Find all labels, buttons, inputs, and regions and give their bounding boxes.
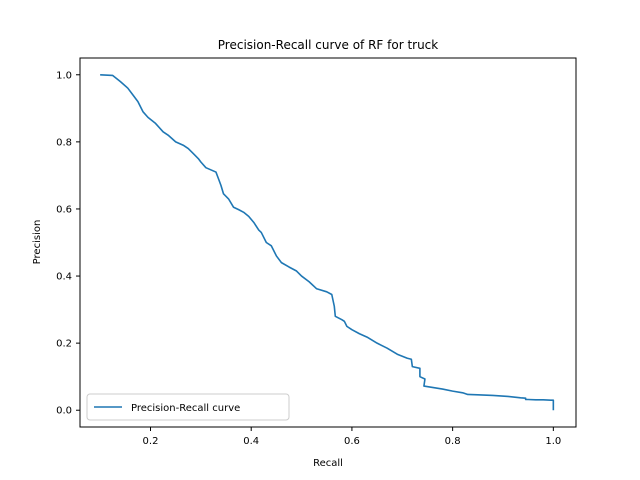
x-tick-label: 0.8: [445, 436, 461, 447]
series-line-0: [100, 73, 555, 411]
x-tick-label: 0.2: [143, 436, 159, 447]
x-tick-label: 0.4: [243, 436, 259, 447]
y-tick-label: 0.0: [56, 406, 72, 417]
plot-area-frame: [79, 57, 577, 428]
y-tick-label: 0.6: [56, 204, 72, 215]
y-tick-label: 0.8: [56, 137, 72, 148]
y-axis-label: Precision: [32, 220, 43, 265]
y-tick-label: 0.2: [56, 339, 72, 350]
legend-label: Precision-Recall curve: [131, 403, 240, 414]
x-tick-label: 1.0: [545, 436, 561, 447]
legend: Precision-Recall curve: [86, 393, 290, 421]
x-tick-label: 0.6: [344, 436, 360, 447]
y-tick-label: 0.4: [56, 272, 72, 283]
y-tick-label: 1.0: [56, 70, 72, 81]
chart-title: Precision-Recall curve of RF for truck: [218, 38, 439, 52]
x-axis-label: Recall: [313, 458, 343, 469]
legend-frame: [86, 393, 290, 421]
